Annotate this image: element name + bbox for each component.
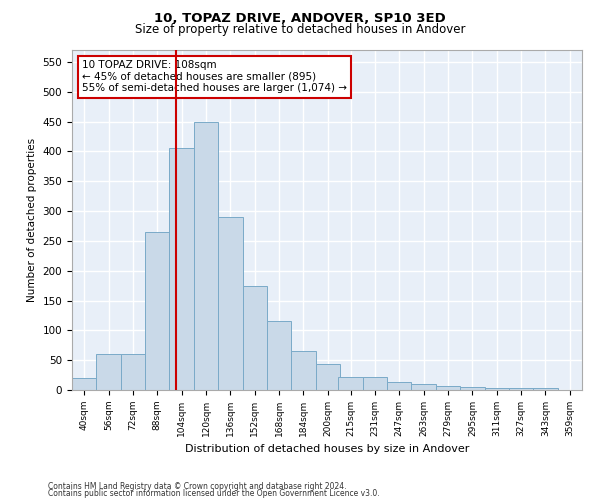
Bar — [485, 388, 509, 390]
Bar — [316, 364, 340, 390]
Bar — [169, 148, 194, 390]
Bar — [460, 387, 485, 390]
Bar — [267, 322, 291, 390]
Text: Size of property relative to detached houses in Andover: Size of property relative to detached ho… — [135, 22, 465, 36]
Bar — [97, 354, 121, 390]
Bar — [218, 217, 242, 390]
Text: 10 TOPAZ DRIVE: 108sqm
← 45% of detached houses are smaller (895)
55% of semi-de: 10 TOPAZ DRIVE: 108sqm ← 45% of detached… — [82, 60, 347, 94]
Bar — [145, 232, 169, 390]
Bar — [121, 354, 145, 390]
Bar — [194, 122, 218, 390]
Bar — [436, 386, 460, 390]
X-axis label: Distribution of detached houses by size in Andover: Distribution of detached houses by size … — [185, 444, 469, 454]
Bar — [291, 351, 316, 390]
Bar — [338, 377, 363, 390]
Text: Contains public sector information licensed under the Open Government Licence v3: Contains public sector information licen… — [48, 490, 380, 498]
Text: Contains HM Land Registry data © Crown copyright and database right 2024.: Contains HM Land Registry data © Crown c… — [48, 482, 347, 491]
Bar — [242, 286, 267, 390]
Text: 10, TOPAZ DRIVE, ANDOVER, SP10 3ED: 10, TOPAZ DRIVE, ANDOVER, SP10 3ED — [154, 12, 446, 26]
Bar — [72, 378, 97, 390]
Bar — [412, 384, 436, 390]
Bar — [509, 388, 533, 390]
Y-axis label: Number of detached properties: Number of detached properties — [27, 138, 37, 302]
Bar — [387, 382, 412, 390]
Bar — [533, 388, 557, 390]
Bar — [363, 377, 387, 390]
